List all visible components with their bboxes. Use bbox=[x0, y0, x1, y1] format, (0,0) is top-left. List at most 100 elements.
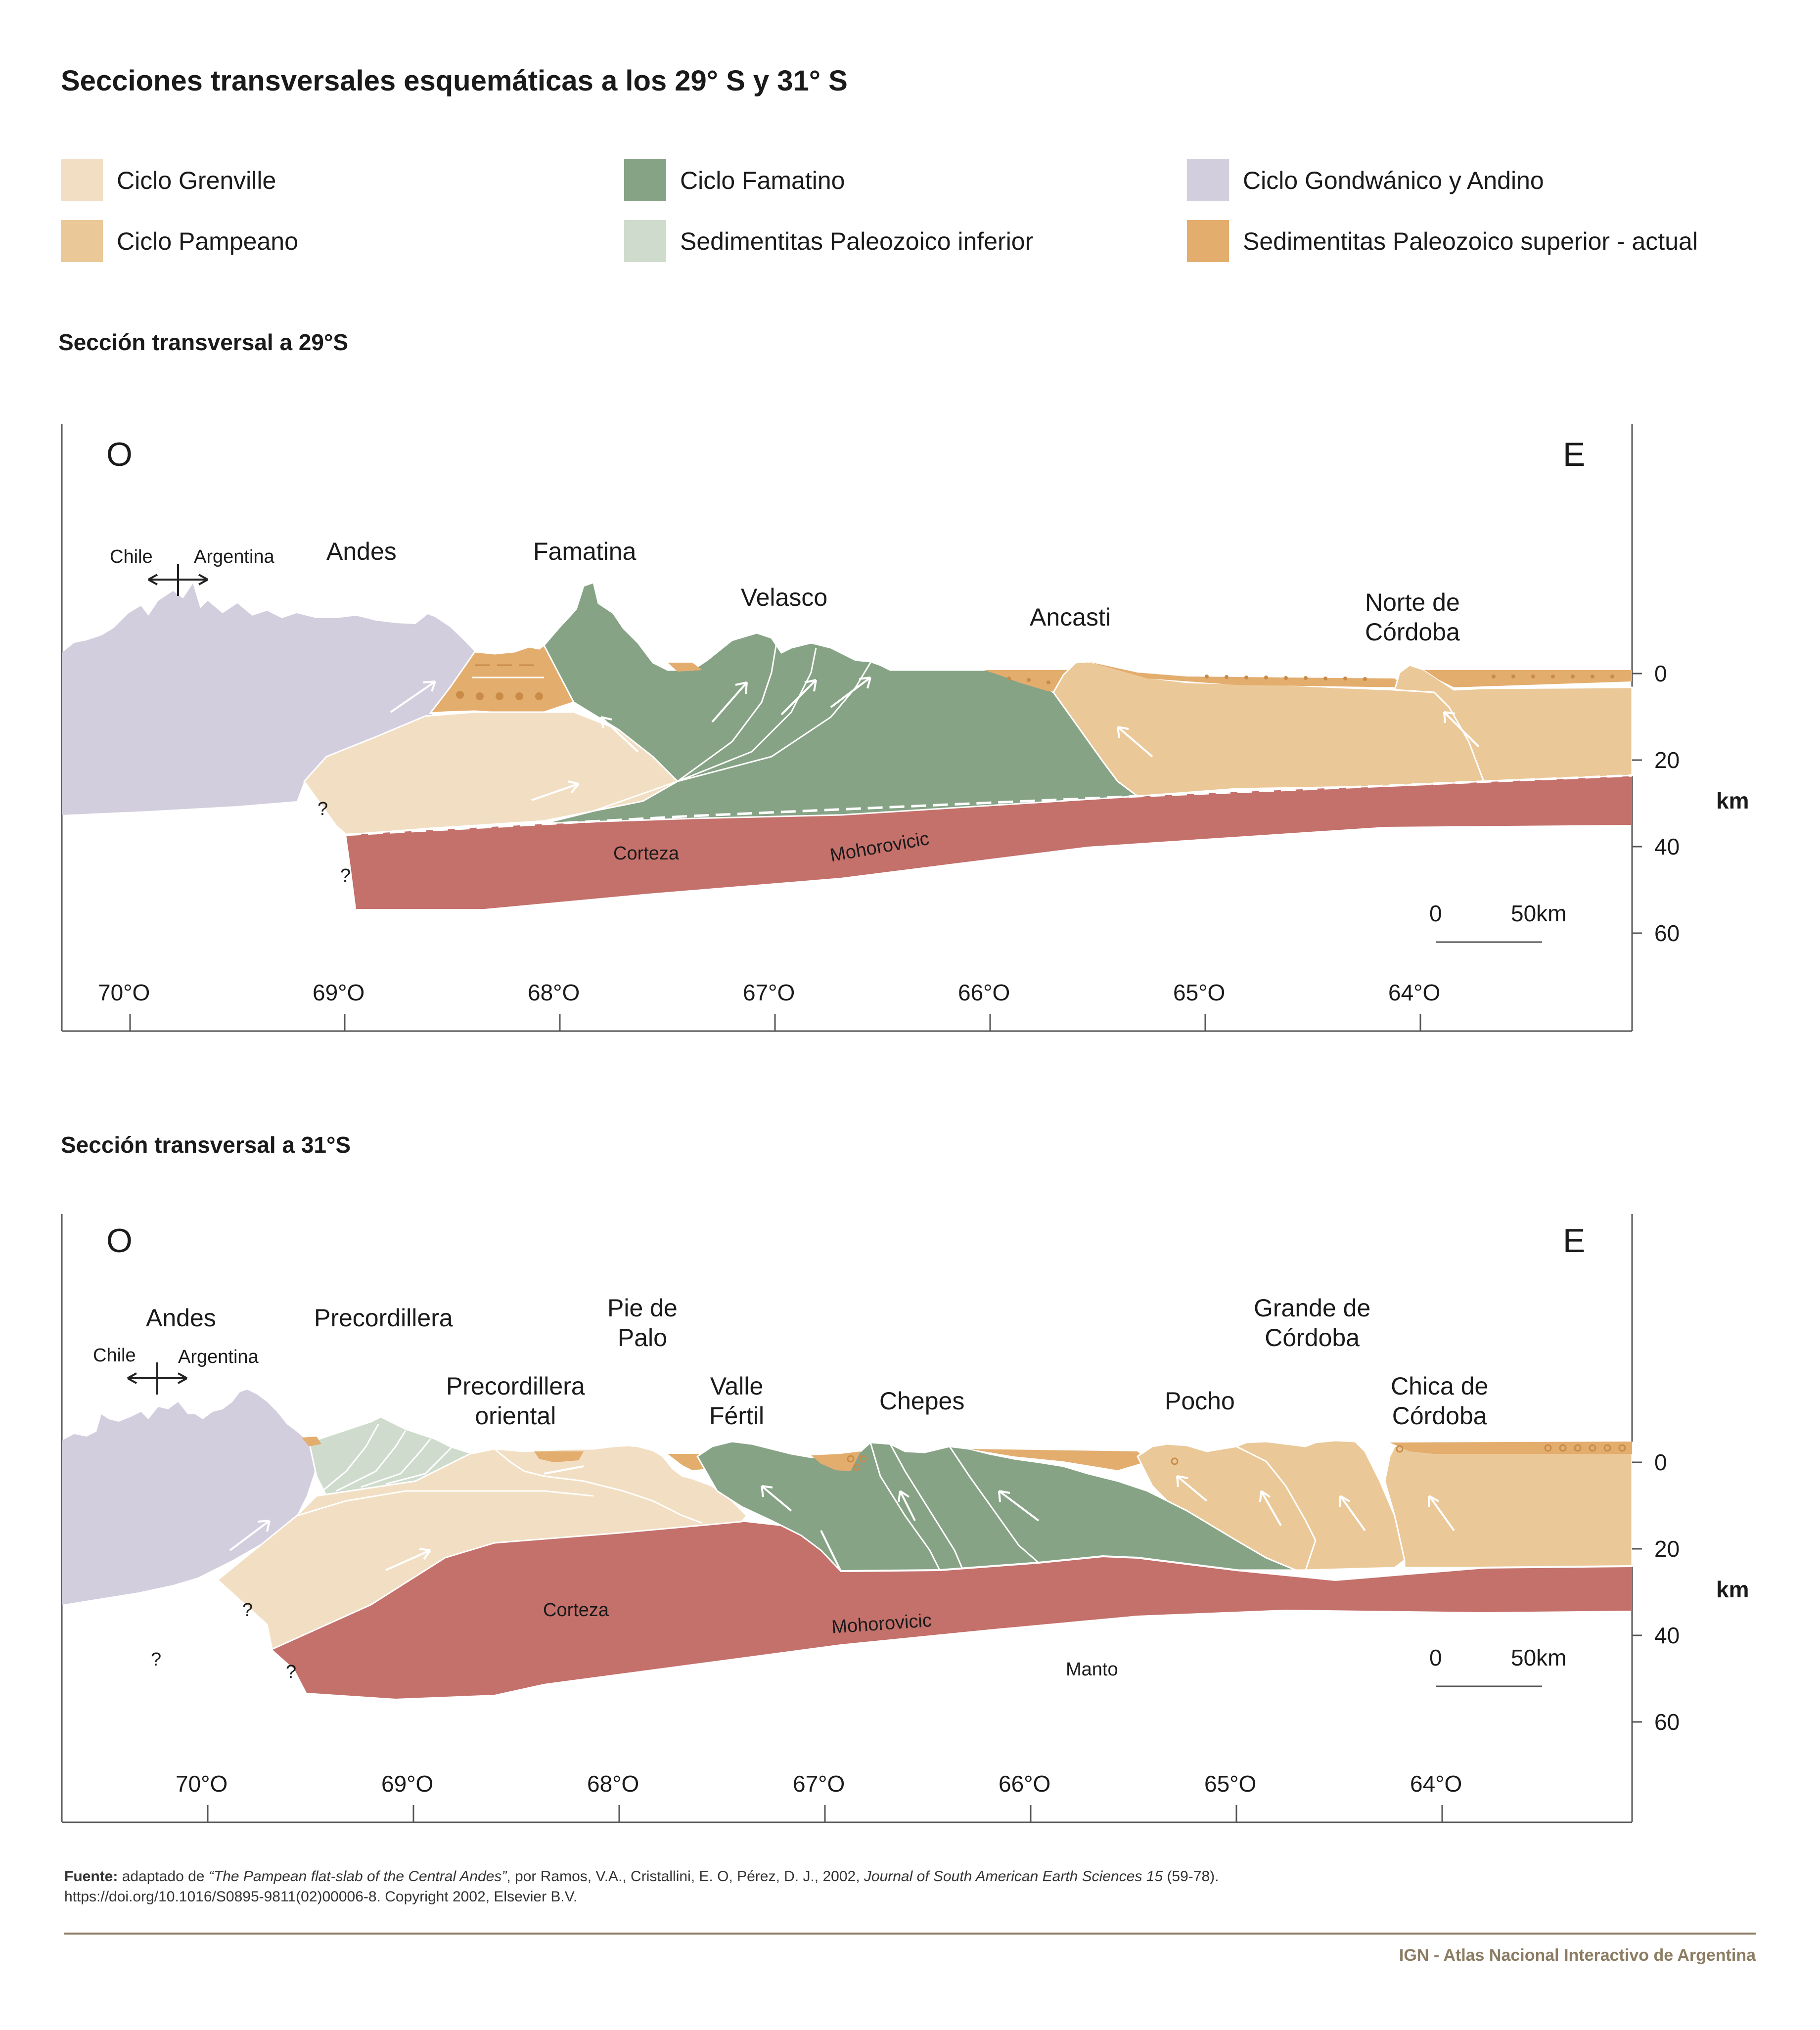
longitude-label: 64°O bbox=[1388, 980, 1441, 1005]
footer-divider bbox=[64, 1933, 1756, 1935]
legend-swatch-pampeano bbox=[61, 220, 103, 262]
longitude-label: 70°O bbox=[98, 980, 150, 1005]
feature-andes: Andes bbox=[326, 538, 397, 565]
feature-ancasti: Ancasti bbox=[1030, 603, 1111, 631]
legend-label: Ciclo Gondwánico y Andino bbox=[1243, 166, 1544, 194]
legend-item-grenville: Ciclo Grenville bbox=[61, 159, 276, 201]
cross-section-31s-diagram bbox=[61, 1214, 1642, 1823]
depth-label: 20 bbox=[1654, 747, 1680, 773]
east-label: E bbox=[1563, 1222, 1586, 1260]
legend-label: Ciclo Famatino bbox=[680, 166, 845, 194]
border-arrow-icon bbox=[148, 564, 208, 596]
gondwanico-andes bbox=[62, 1390, 317, 1605]
corteza-label: Corteza bbox=[613, 843, 680, 864]
longitude-label: 70°O bbox=[176, 1771, 228, 1797]
sed-superior-pocket bbox=[668, 663, 702, 672]
legend-item-famatino: Ciclo Famatino bbox=[624, 159, 845, 201]
longitude-label: 66°O bbox=[958, 980, 1010, 1005]
longitude-label: 68°O bbox=[528, 980, 580, 1005]
legend-swatch-sed-superior bbox=[1187, 220, 1229, 262]
legend-label: Sedimentitas Paleozoico inferior bbox=[680, 227, 1034, 255]
feature-chepes: Chepes bbox=[879, 1387, 965, 1415]
longitude-ticks bbox=[129, 1014, 1421, 1031]
feature-precordillera: Precordillera bbox=[314, 1304, 453, 1332]
scale-zero: 0 bbox=[1429, 1645, 1442, 1670]
thrust-line bbox=[677, 647, 817, 782]
legend-swatch-sed-inferior bbox=[624, 220, 666, 262]
sed-dashes-andes bbox=[472, 664, 544, 678]
depth-label: 60 bbox=[1654, 1709, 1680, 1735]
border-arrow-icon bbox=[127, 1362, 187, 1395]
gondwanico-andes bbox=[62, 584, 475, 815]
chile-label: Chile bbox=[110, 546, 153, 567]
legend-item-sed-superior: Sedimentitas Paleozoico superior - actua… bbox=[1187, 220, 1698, 262]
sed-superior-plain bbox=[1088, 662, 1405, 687]
depth-unit: km bbox=[1716, 1577, 1749, 1602]
question-mark: ? bbox=[340, 865, 351, 886]
argentina-label: Argentina bbox=[178, 1347, 259, 1367]
corteza-label: Corteza bbox=[543, 1600, 609, 1621]
legend-swatch-gondwanico bbox=[1187, 159, 1229, 201]
longitude-label: 64°O bbox=[1410, 1771, 1462, 1797]
longitude-label: 67°O bbox=[743, 980, 795, 1005]
question-mark: ? bbox=[151, 1649, 162, 1670]
feature-pocho: Pocho bbox=[1165, 1387, 1235, 1415]
sed-superior-chepes-east bbox=[969, 1449, 1147, 1470]
page-title: Secciones transversales esquemáticas a l… bbox=[61, 65, 848, 97]
feature-andes: Andes bbox=[146, 1304, 216, 1332]
legend-label: Sedimentitas Paleozoico superior - actua… bbox=[1243, 227, 1698, 255]
legend-item-sed-inferior: Sedimentitas Paleozoico inferior bbox=[624, 220, 1033, 262]
legend-swatch-famatino bbox=[624, 159, 666, 201]
longitude-label: 69°O bbox=[381, 1771, 434, 1797]
feature-valle-fertil: Valle Fértil bbox=[709, 1372, 765, 1430]
depth-label: 20 bbox=[1654, 1536, 1680, 1562]
legend-label: Ciclo Grenville bbox=[117, 166, 276, 194]
sed-superior-andes bbox=[302, 1437, 321, 1446]
famatino-thrusts bbox=[869, 1442, 1039, 1571]
west-label: O bbox=[106, 436, 133, 473]
question-mark: ? bbox=[286, 1662, 297, 1682]
sed-superior-east bbox=[1390, 1442, 1632, 1454]
depth-label: 40 bbox=[1654, 834, 1680, 859]
scale-label: 50km bbox=[1511, 1645, 1567, 1670]
thrust-line bbox=[677, 642, 777, 782]
longitude-label: 69°O bbox=[313, 980, 365, 1005]
scale-zero: 0 bbox=[1429, 901, 1442, 926]
question-mark: ? bbox=[242, 1600, 253, 1621]
feature-chica-cordoba: Chica de Córdoba bbox=[1391, 1372, 1489, 1430]
corteza-layer bbox=[346, 775, 1632, 909]
grenville-block bbox=[216, 1444, 748, 1651]
scale-label: 50km bbox=[1511, 901, 1567, 926]
east-label: E bbox=[1563, 436, 1586, 473]
sed-dots bbox=[1007, 675, 1614, 684]
sed-superior-east bbox=[1424, 670, 1632, 687]
thrust-line bbox=[544, 780, 678, 824]
section2-title: Sección transversal a 31°S bbox=[61, 1132, 351, 1158]
longitude-label: 66°O bbox=[999, 1771, 1051, 1797]
source-doi: https://doi.org/10.1016/S0895-9811(02)00… bbox=[64, 1888, 578, 1905]
moho-boundary bbox=[820, 1530, 1633, 1581]
legend-label: Ciclo Pampeano bbox=[117, 227, 298, 255]
depth-label: 0 bbox=[1654, 1449, 1667, 1475]
feature-pie-de-palo: Pie de Palo bbox=[607, 1294, 678, 1352]
chile-label: Chile bbox=[93, 1345, 136, 1366]
depth-label: 40 bbox=[1654, 1623, 1680, 1648]
longitude-label: 65°O bbox=[1173, 980, 1226, 1005]
source-note: Fuente: adaptado de “The Pampean flat-sl… bbox=[64, 1867, 1746, 1907]
manto-label: Manto bbox=[1066, 1659, 1118, 1680]
depth-unit: km bbox=[1716, 788, 1749, 813]
source-journal: Journal of South American Earth Sciences… bbox=[864, 1868, 1163, 1885]
legend-swatch-grenville bbox=[61, 159, 103, 201]
source-pre: adaptado de bbox=[118, 1868, 209, 1885]
feature-norte-cordoba: Norte de Córdoba bbox=[1365, 588, 1460, 646]
source-mid: , por Ramos, V.A., Cristallini, E. O, Pé… bbox=[506, 1868, 864, 1885]
movement-arrows bbox=[390, 677, 1480, 801]
legend-item-pampeano: Ciclo Pampeano bbox=[61, 220, 298, 262]
feature-grande-cordoba: Grande de Córdoba bbox=[1254, 1294, 1371, 1352]
cross-section-29s: O E Chile Argentina Andes Famatina Velas… bbox=[0, 0, 1820, 1032]
source-title: “The Pampean flat-slab of the Central An… bbox=[208, 1868, 507, 1885]
sed-circles-andes bbox=[456, 691, 543, 700]
cross-section-31s: O E Chile Argentina Andes Precordillera … bbox=[0, 789, 1820, 1823]
longitude-ticks bbox=[207, 1805, 1443, 1822]
west-label: O bbox=[106, 1222, 133, 1260]
